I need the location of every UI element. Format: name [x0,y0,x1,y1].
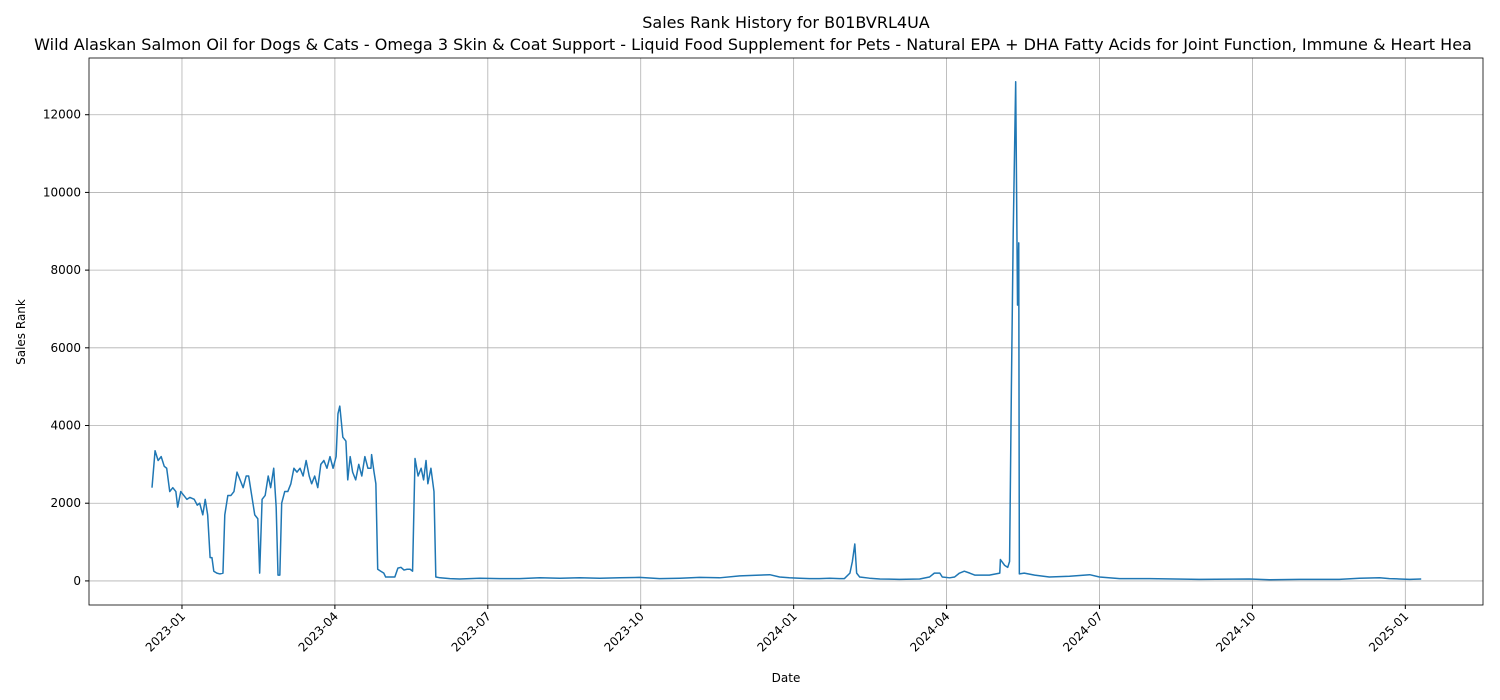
y-tick-label: 12000 [43,108,81,122]
x-tick-label: 2024-01 [754,609,799,654]
x-axis-label: Date [772,671,801,685]
x-tick-label: 2024-07 [1060,609,1105,654]
x-tick-label: 2024-04 [907,609,952,654]
data-line [151,80,1422,581]
y-tick-label: 6000 [50,341,81,355]
y-tick-label: 4000 [50,419,81,433]
chart-subtitle: Wild Alaskan Salmon Oil for Dogs & Cats … [34,35,1472,54]
x-tick-label: 2025-01 [1366,609,1411,654]
y-axis-label: Sales Rank [14,299,28,365]
x-tick-label: 2023-07 [449,609,494,654]
y-tick-label: 10000 [43,185,81,199]
chart-title: Sales Rank History for B01BVRL4UA [642,13,930,32]
y-tick-label: 8000 [50,263,81,277]
x-tick-label: 2023-10 [601,609,646,654]
y-tick-label: 0 [73,574,81,588]
x-tick-label: 2024-10 [1213,609,1258,654]
x-tick-label: 2023-04 [296,609,341,654]
x-tick-label: 2023-01 [143,609,188,654]
plot-frame [88,57,1484,606]
y-tick-label: 2000 [50,496,81,510]
